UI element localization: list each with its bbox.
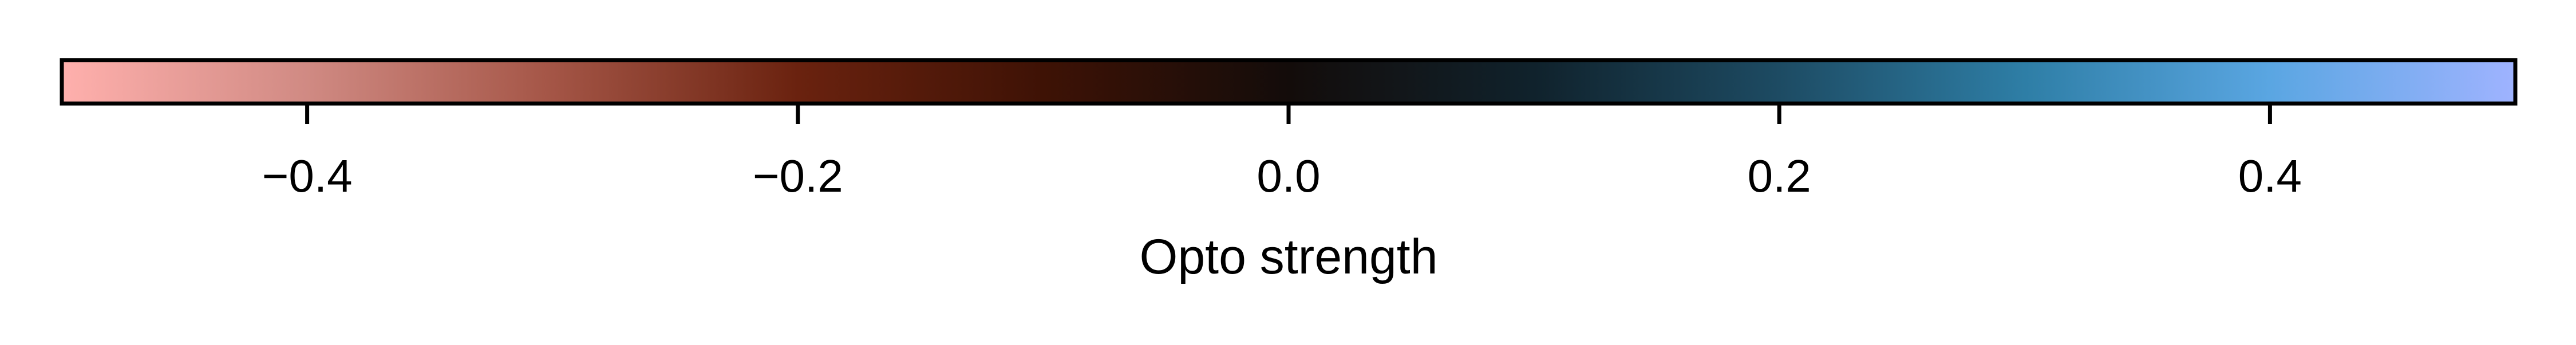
tick-label: −0.2	[753, 150, 843, 201]
tick-label: 0.4	[2238, 150, 2302, 201]
axis-label: Opto strength	[1139, 229, 1437, 284]
tick-label: −0.4	[262, 150, 353, 201]
colorbar-gradient	[62, 60, 2515, 104]
tick-label: 0.0	[1257, 150, 1320, 201]
tick-group: −0.4 −0.2 0.0 0.2 0.4	[262, 104, 2302, 201]
tick-label: 0.2	[1748, 150, 1811, 201]
